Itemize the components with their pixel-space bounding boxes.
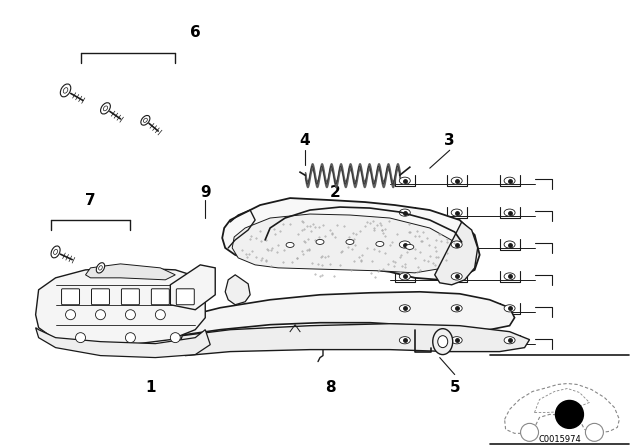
Circle shape bbox=[520, 423, 538, 441]
FancyBboxPatch shape bbox=[61, 289, 79, 305]
Ellipse shape bbox=[504, 273, 515, 280]
Ellipse shape bbox=[286, 242, 294, 247]
Ellipse shape bbox=[96, 263, 105, 273]
Ellipse shape bbox=[399, 305, 410, 312]
Circle shape bbox=[556, 401, 584, 428]
Circle shape bbox=[76, 333, 86, 343]
Text: 3: 3 bbox=[444, 133, 455, 148]
FancyBboxPatch shape bbox=[122, 289, 140, 305]
Ellipse shape bbox=[406, 245, 414, 250]
Ellipse shape bbox=[99, 266, 102, 270]
Ellipse shape bbox=[141, 116, 150, 125]
Text: C0015974: C0015974 bbox=[538, 435, 581, 444]
Text: 7: 7 bbox=[85, 193, 96, 207]
Ellipse shape bbox=[504, 177, 515, 184]
Ellipse shape bbox=[504, 336, 515, 344]
Polygon shape bbox=[86, 264, 175, 280]
Ellipse shape bbox=[399, 336, 410, 344]
Ellipse shape bbox=[54, 250, 58, 254]
Text: 6: 6 bbox=[190, 25, 201, 40]
Ellipse shape bbox=[63, 88, 68, 93]
Ellipse shape bbox=[399, 209, 410, 216]
Text: 4: 4 bbox=[300, 133, 310, 148]
Polygon shape bbox=[222, 198, 479, 280]
Ellipse shape bbox=[451, 177, 462, 184]
FancyBboxPatch shape bbox=[92, 289, 109, 305]
Ellipse shape bbox=[143, 118, 147, 122]
Circle shape bbox=[65, 310, 76, 320]
Ellipse shape bbox=[451, 241, 462, 248]
Ellipse shape bbox=[451, 305, 462, 312]
Ellipse shape bbox=[399, 241, 410, 248]
Circle shape bbox=[125, 310, 136, 320]
Polygon shape bbox=[225, 275, 250, 305]
Polygon shape bbox=[179, 292, 515, 335]
FancyBboxPatch shape bbox=[176, 289, 195, 305]
Polygon shape bbox=[232, 214, 458, 273]
Ellipse shape bbox=[433, 329, 452, 355]
Polygon shape bbox=[36, 268, 205, 345]
Ellipse shape bbox=[504, 209, 515, 216]
Ellipse shape bbox=[103, 106, 108, 111]
Polygon shape bbox=[179, 324, 529, 356]
Ellipse shape bbox=[376, 241, 384, 246]
Ellipse shape bbox=[399, 177, 410, 184]
Ellipse shape bbox=[451, 209, 462, 216]
Text: 2: 2 bbox=[330, 185, 340, 200]
Circle shape bbox=[170, 333, 180, 343]
Ellipse shape bbox=[504, 241, 515, 248]
FancyBboxPatch shape bbox=[152, 289, 170, 305]
Ellipse shape bbox=[451, 336, 462, 344]
Ellipse shape bbox=[60, 84, 71, 97]
Ellipse shape bbox=[346, 239, 354, 245]
Polygon shape bbox=[36, 327, 210, 358]
Ellipse shape bbox=[504, 305, 515, 312]
Circle shape bbox=[95, 310, 106, 320]
Text: 9: 9 bbox=[200, 185, 211, 200]
Text: 1: 1 bbox=[145, 380, 156, 395]
Circle shape bbox=[156, 310, 165, 320]
Text: 8: 8 bbox=[324, 380, 335, 395]
Ellipse shape bbox=[316, 239, 324, 245]
Polygon shape bbox=[435, 222, 477, 285]
Ellipse shape bbox=[399, 273, 410, 280]
Circle shape bbox=[586, 423, 604, 441]
Circle shape bbox=[125, 333, 136, 343]
Ellipse shape bbox=[438, 336, 448, 348]
Text: 5: 5 bbox=[449, 380, 460, 395]
Ellipse shape bbox=[451, 273, 462, 280]
Ellipse shape bbox=[51, 246, 60, 258]
Polygon shape bbox=[170, 265, 215, 310]
Ellipse shape bbox=[100, 103, 110, 114]
